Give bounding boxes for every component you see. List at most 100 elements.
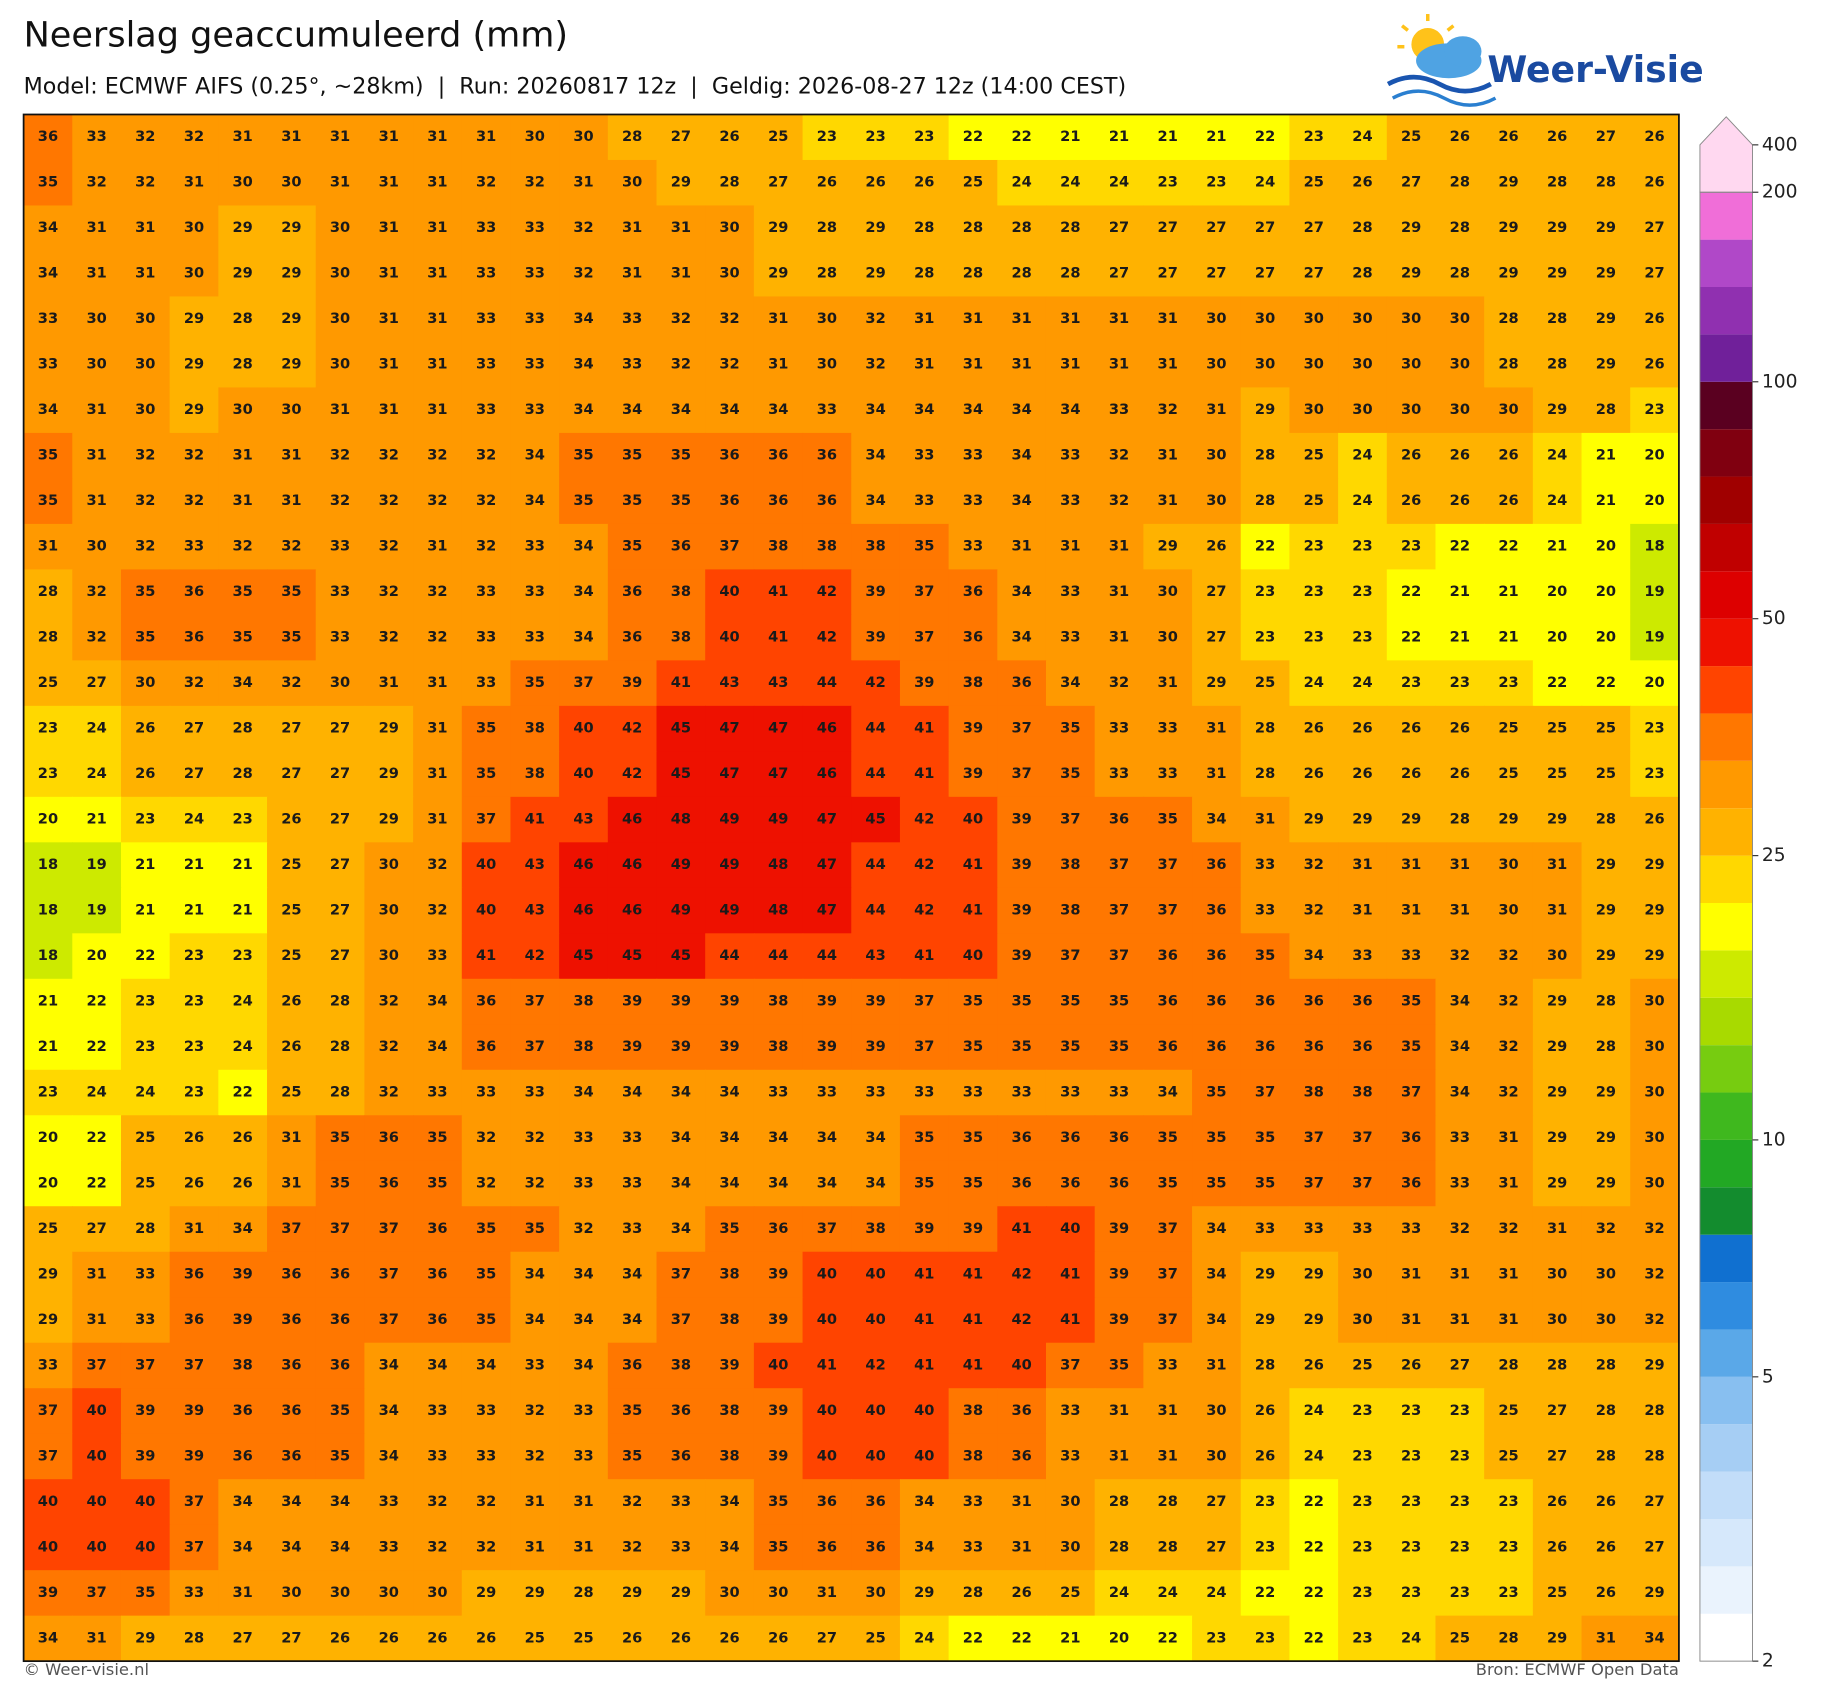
precip-cell (997, 1388, 1047, 1435)
precip-cell (1484, 614, 1534, 662)
precip-cell (948, 114, 999, 161)
precip-cell (461, 523, 512, 571)
precip-label: 38 (865, 1220, 885, 1237)
precip-label: 32 (86, 583, 106, 600)
precip-cell (899, 1388, 950, 1435)
precip-label: 33 (476, 1084, 496, 1101)
precip-cell (1435, 978, 1485, 1025)
precip-cell (656, 751, 706, 798)
precip-label: 38 (768, 1038, 788, 1055)
precip-cell (169, 478, 220, 525)
precip-label: 23 (1206, 174, 1226, 191)
precip-cell (607, 250, 658, 298)
precip-label: 35 (1011, 1038, 1031, 1055)
precip-label: 33 (476, 356, 496, 373)
precip-cell (1338, 1206, 1388, 1253)
precip-cell (1338, 1160, 1388, 1207)
precip-cell (315, 1206, 366, 1253)
precip-label: 33 (525, 629, 545, 646)
precip-label: 34 (573, 1265, 593, 1282)
precip-cell (267, 933, 317, 980)
precip-label: 34 (1158, 1084, 1178, 1101)
precip-label: 37 (671, 1265, 691, 1282)
precip-label: 31 (427, 720, 447, 737)
precip-label: 32 (86, 629, 106, 646)
precip-cell (1630, 341, 1680, 389)
precip-label: 40 (914, 1447, 934, 1464)
precip-cell (997, 1342, 1047, 1389)
precip-cell (753, 478, 804, 525)
precip-cell (851, 705, 901, 753)
colorbar-band (1699, 1282, 1753, 1330)
precip-cell (1386, 1479, 1437, 1526)
precip-label: 23 (1352, 1493, 1372, 1510)
precip-label: 28 (719, 174, 739, 191)
precip-cell (72, 1297, 122, 1344)
precip-label: 31 (86, 1311, 106, 1328)
precip-cell (753, 523, 804, 571)
precip-label: 29 (1596, 1129, 1616, 1146)
precip-label: 22 (1255, 538, 1275, 555)
precip-label: 39 (719, 1356, 739, 1373)
precip-cell (1435, 1069, 1485, 1116)
precip-label: 35 (1060, 993, 1080, 1010)
precip-label: 26 (719, 1629, 739, 1646)
precip-cell (1532, 1615, 1583, 1662)
precip-label: 31 (573, 1538, 593, 1555)
precip-cell (1045, 614, 1096, 662)
precip-label: 29 (1644, 902, 1664, 919)
precip-cell (1045, 660, 1096, 707)
precip-label: 23 (1644, 401, 1664, 418)
precip-label: 34 (768, 401, 788, 418)
precip-cell (1192, 1115, 1242, 1162)
precip-label: 31 (135, 265, 155, 282)
precip-label: 39 (963, 765, 983, 782)
precip-label: 26 (1304, 720, 1324, 737)
precip-label: 34 (1206, 1311, 1226, 1328)
precip-label: 21 (233, 902, 253, 919)
precip-label: 33 (476, 1447, 496, 1464)
precip-cell (218, 842, 268, 889)
precip-label: 22 (1304, 1538, 1324, 1555)
precip-label: 49 (671, 856, 691, 873)
precip-cell (1240, 933, 1291, 980)
precip-cell (169, 432, 220, 480)
precip-label: 34 (865, 1129, 885, 1146)
precip-cell (1192, 887, 1242, 935)
precip-cell (461, 159, 512, 207)
precip-label: 30 (1206, 356, 1226, 373)
precip-cell (607, 1479, 658, 1526)
precip-label: 26 (379, 1629, 399, 1646)
precip-cell (1192, 1206, 1242, 1253)
precip-label: 34 (330, 1538, 350, 1555)
precip-cell (72, 159, 122, 207)
precip-label: 34 (671, 401, 691, 418)
precip-cell (510, 887, 560, 935)
precip-cell (559, 933, 609, 980)
precip-label: 24 (1547, 492, 1567, 509)
precip-cell (1630, 1388, 1680, 1435)
precip-label: 34 (719, 401, 739, 418)
precip-label: 26 (1450, 720, 1470, 737)
precip-cell (851, 569, 901, 616)
precip-cell (1240, 569, 1291, 616)
precip-label: 25 (963, 174, 983, 191)
precip-label: 35 (1206, 1129, 1226, 1146)
precip-label: 41 (768, 583, 788, 600)
precip-cell (461, 432, 512, 480)
precip-cell (267, 705, 317, 753)
precip-cell (364, 1160, 414, 1207)
precip-cell (997, 705, 1047, 753)
precip-label: 32 (330, 447, 350, 464)
precip-cell (1143, 1297, 1193, 1344)
precip-cell (1289, 523, 1339, 571)
precip-label: 26 (233, 1129, 253, 1146)
precip-cell (656, 1297, 706, 1344)
precip-label: 37 (914, 993, 934, 1010)
precip-label: 21 (1109, 128, 1129, 145)
precip-label: 34 (476, 1356, 496, 1373)
precip-cell (23, 159, 73, 207)
precip-cell (1630, 1524, 1680, 1571)
precip-label: 28 (1498, 1629, 1518, 1646)
precip-label: 19 (86, 856, 106, 873)
